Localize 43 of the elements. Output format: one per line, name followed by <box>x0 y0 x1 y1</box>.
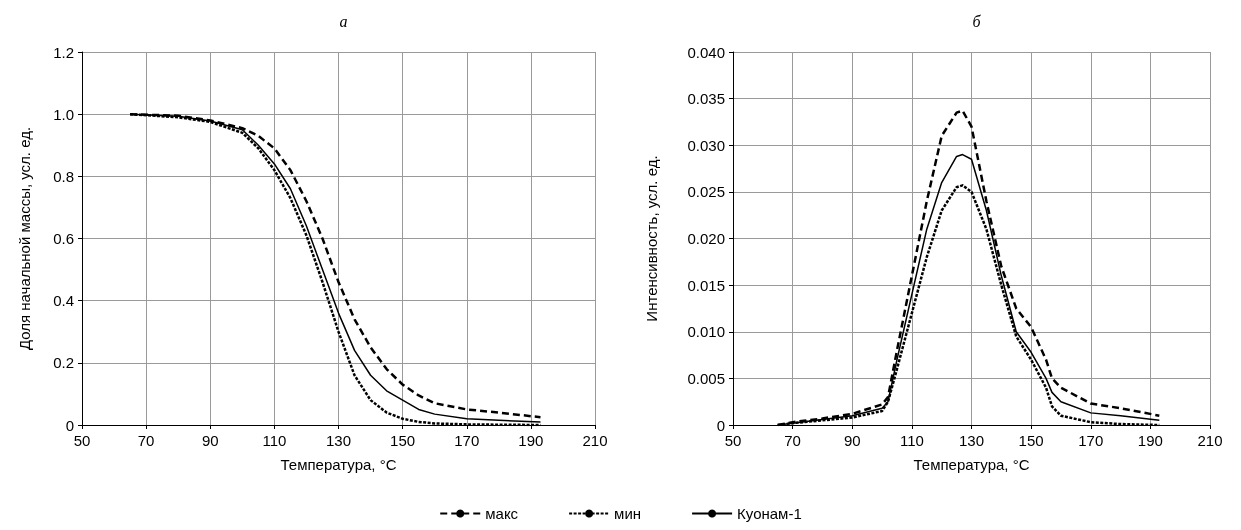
y-tick-label: 0.4 <box>53 292 74 310</box>
y-tick-label: 0.020 <box>687 230 725 247</box>
y-tick-label: 0 <box>716 416 725 434</box>
x-tick-label: 50 <box>724 432 742 449</box>
x-tick-label: 110 <box>899 432 924 449</box>
y-tick-label: 0 <box>65 416 74 434</box>
y-axis-title: Интенсивность, усл. ед. <box>643 155 660 322</box>
y-tick-label: 1.2 <box>53 43 74 61</box>
y-tick-label: 0.2 <box>53 354 74 372</box>
x-tick-label: 50 <box>73 432 91 449</box>
x-tick-label: 190 <box>518 432 544 449</box>
x-tick-label: 150 <box>1018 432 1044 449</box>
y-tick-label: 0.040 <box>687 43 725 61</box>
y-axis-title: Доля начальной массы, усл. ед. <box>16 126 33 351</box>
x-axis-title: Температура, °C <box>913 456 1030 473</box>
x-tick-label: 210 <box>582 432 608 449</box>
y-tick-label: 0.8 <box>53 167 74 185</box>
x-tick-label: 190 <box>1137 432 1163 449</box>
y-tick-label: 0.010 <box>687 323 725 341</box>
x-tick-label: 90 <box>201 432 219 449</box>
x-tick-label: 90 <box>843 432 861 449</box>
y-tick-label: 0.015 <box>687 276 725 294</box>
x-tick-label: 70 <box>137 432 155 449</box>
legend-label: мин <box>614 505 642 522</box>
x-tick-label: 110 <box>262 432 287 449</box>
x-tick-label: 210 <box>1197 432 1223 449</box>
x-tick-label: 130 <box>325 432 352 449</box>
x-axis-title: Температура, °C <box>280 456 397 473</box>
x-tick-label: 150 <box>390 432 416 449</box>
legend-label: макс <box>485 505 519 522</box>
chart-title: а <box>339 12 348 30</box>
legend-label: Куонам-1 <box>737 505 802 522</box>
y-tick-label: 1.0 <box>53 105 74 123</box>
x-tick-label: 170 <box>454 432 480 449</box>
y-tick-label: 0.6 <box>53 230 74 247</box>
x-tick-label: 130 <box>958 432 985 449</box>
y-tick-label: 0.030 <box>687 136 725 154</box>
x-tick-label: 70 <box>784 432 801 449</box>
y-tick-label: 0.005 <box>687 369 725 387</box>
chart-title: б <box>972 12 982 30</box>
y-tick-label: 0.025 <box>687 183 725 201</box>
y-tick-label: 0.035 <box>687 90 725 108</box>
x-tick-label: 170 <box>1078 432 1104 449</box>
